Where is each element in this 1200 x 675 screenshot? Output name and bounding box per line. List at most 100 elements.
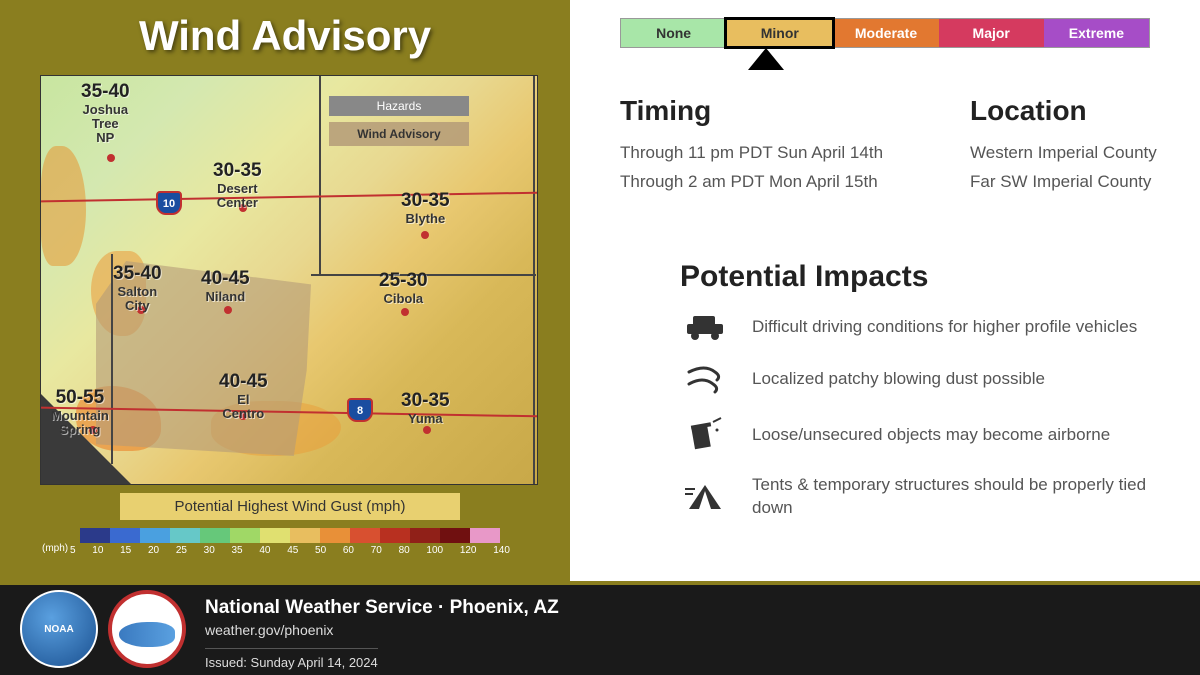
city-label: 40-45ElCentro [219, 372, 268, 421]
location-block: Location Western Imperial County Far SW … [970, 95, 1190, 197]
scale-tick: 10 [92, 545, 103, 556]
scale-tick: 20 [148, 545, 159, 556]
scale-swatch [440, 528, 470, 543]
tent-icon [680, 481, 730, 513]
scale-labels: 5101520253035404550607080100120140 [70, 545, 510, 556]
timing-block: Timing Through 11 pm PDT Sun April 14th … [620, 95, 940, 197]
city-name: Yuma [401, 412, 450, 426]
scale-swatch [170, 528, 200, 543]
highway-shield-icon: 8 [347, 398, 373, 422]
city-label: 30-35Blythe [401, 191, 450, 226]
wind-icon [680, 362, 730, 396]
scale-tick: 40 [259, 545, 270, 556]
city-name: Blythe [401, 212, 450, 226]
impacts-block: Potential Impacts Difficult driving cond… [680, 260, 1150, 540]
wind-gust-value: 35-40 [113, 264, 162, 285]
city-name: City [113, 299, 162, 313]
city-label: 35-40SaltonCity [113, 264, 162, 313]
timing-line: Through 11 pm PDT Sun April 14th [620, 139, 940, 168]
scale-swatch [230, 528, 260, 543]
scale-swatch [140, 528, 170, 543]
footer-text: National Weather Service · Phoenix, AZ w… [205, 597, 559, 672]
scale-tick: 140 [493, 545, 510, 556]
severity-indicator-icon [748, 48, 784, 70]
scale-swatch [470, 528, 500, 543]
scale-swatch [290, 528, 320, 543]
wind-map: Hazards Wind Advisory 10835-40JoshuaTree… [40, 75, 538, 485]
location-line: Far SW Imperial County [970, 168, 1190, 197]
scale-swatch [380, 528, 410, 543]
impact-text: Difficult driving conditions for higher … [752, 316, 1137, 339]
scale-tick: 45 [287, 545, 298, 556]
city-dot [224, 306, 232, 314]
interstate-route [41, 192, 538, 203]
severity-major: Major [939, 19, 1044, 47]
severity-moderate: Moderate [833, 19, 938, 47]
state-border [533, 76, 535, 485]
state-border [319, 76, 321, 276]
scale-swatch [410, 528, 440, 543]
wind-gust-value: 50-55 [51, 388, 109, 409]
scale-tick: 25 [176, 545, 187, 556]
city-name: NP [81, 131, 130, 145]
wind-gust-value: 30-35 [213, 161, 262, 182]
page-title: Wind Advisory [0, 0, 570, 68]
wind-gust-value: 30-35 [401, 191, 450, 212]
footer: NOAA National Weather Service · Phoenix,… [0, 585, 1200, 675]
impacts-heading: Potential Impacts [680, 260, 1150, 294]
scale-tick: 35 [232, 545, 243, 556]
advisory-panel: Wind Advisory Hazards Wind Advisory 10 8 3… [0, 0, 570, 585]
impact-item: Loose/unsecured objects may become airbo… [680, 416, 1150, 454]
wind-gust-value: 25-30 [379, 271, 428, 292]
scale-tick: 60 [343, 545, 354, 556]
legend-item: Wind Advisory [329, 122, 469, 146]
impact-text: Loose/unsecured objects may become airbo… [752, 424, 1110, 447]
scale-swatch [320, 528, 350, 543]
trash-icon [680, 416, 730, 454]
scale-swatch [110, 528, 140, 543]
scale-unit: (mph) [42, 543, 68, 554]
wind-gust-value: 35-40 [81, 82, 130, 103]
car-icon [680, 312, 730, 342]
severity-extreme: Extreme [1044, 19, 1149, 47]
scale-tick: 70 [371, 545, 382, 556]
city-label: 50-55MountainSpring [51, 388, 109, 437]
city-name: Mountain [51, 409, 109, 423]
severity-none: None [621, 19, 726, 47]
impact-item: Difficult driving conditions for higher … [680, 312, 1150, 342]
city-label: 30-35DesertCenter [213, 161, 262, 210]
city-name: Desert [213, 182, 262, 196]
city-label: 35-40JoshuaTreeNP [81, 82, 130, 146]
footer-logos: NOAA [20, 590, 186, 668]
impact-text: Tents & temporary structures should be p… [752, 474, 1150, 520]
map-legend: Hazards Wind Advisory [329, 96, 469, 146]
impact-text: Localized patchy blowing dust possible [752, 368, 1045, 391]
scale-swatch [260, 528, 290, 543]
city-name: Tree [81, 117, 130, 131]
city-dot [107, 154, 115, 162]
footer-org: National Weather Service · Phoenix, AZ [205, 597, 559, 619]
location-line: Western Imperial County [970, 139, 1190, 168]
footer-url: weather.gov/phoenix [205, 622, 559, 638]
scale-swatch [80, 528, 110, 543]
scale-tick: 50 [315, 545, 326, 556]
scale-tick: 30 [204, 545, 215, 556]
city-dot [401, 308, 409, 316]
scale-swatch [200, 528, 230, 543]
city-dot [423, 426, 431, 434]
wind-gust-value: 40-45 [201, 269, 250, 290]
impact-item: Tents & temporary structures should be p… [680, 474, 1150, 520]
timing-line: Through 2 am PDT Mon April 15th [620, 168, 940, 197]
location-heading: Location [970, 95, 1190, 127]
scale-tick: 80 [399, 545, 410, 556]
wind-gust-value: 30-35 [401, 391, 450, 412]
city-name: Spring [51, 423, 109, 437]
legend-heading: Hazards [329, 96, 469, 116]
map-shading [41, 146, 86, 266]
scale-tick: 100 [426, 545, 443, 556]
nws-logo-icon [108, 590, 186, 668]
severity-scale: None Minor Moderate Major Extreme [620, 18, 1150, 48]
city-name: Joshua [81, 103, 130, 117]
color-scale [80, 528, 500, 543]
scale-tick: 5 [70, 545, 76, 556]
